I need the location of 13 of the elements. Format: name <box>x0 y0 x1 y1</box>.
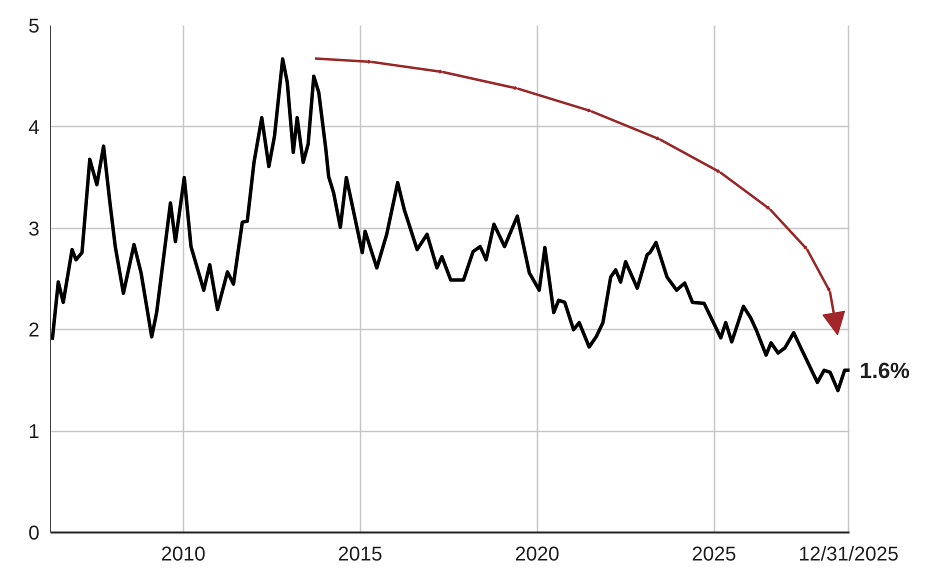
y-tick-label: 3 <box>28 218 40 240</box>
y-tick-label: 4 <box>28 116 40 139</box>
line-series <box>50 57 852 392</box>
x-tick-label: 2015 <box>338 544 382 566</box>
y-tick-label: 2 <box>28 320 40 342</box>
y-tick-label: 1 <box>28 421 40 444</box>
x-tick-label: 2020 <box>514 544 560 566</box>
annotation: 1.6% <box>860 358 910 383</box>
y-tick-label: 0 <box>28 522 40 544</box>
x-tick-label: 2025 <box>692 544 736 566</box>
x-tick-label: 12/31/2025 <box>798 544 899 566</box>
x-tick-label: 2010 <box>160 544 206 566</box>
y-tick-label: 5 <box>28 16 40 38</box>
